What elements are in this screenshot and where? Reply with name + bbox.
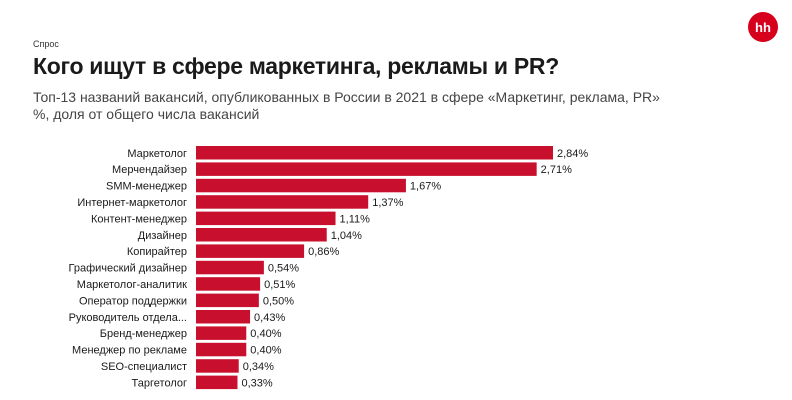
value-label: 0,40% — [250, 345, 281, 357]
category-label: SMM-менеджер — [106, 181, 187, 193]
hh-logo: hh — [748, 12, 778, 42]
bar — [196, 359, 239, 373]
value-label: 1,67% — [410, 181, 441, 193]
value-label: 0,34% — [243, 361, 274, 373]
category-label: Маркетолог — [127, 148, 187, 160]
value-label: 0,54% — [268, 263, 299, 275]
category-label: Графический дизайнер — [69, 263, 187, 275]
value-label: 1,04% — [331, 230, 362, 242]
value-label: 2,71% — [541, 164, 572, 176]
category-label: Бренд-менеджер — [100, 328, 187, 340]
value-label: 0,50% — [263, 295, 294, 307]
value-label: 1,37% — [372, 197, 403, 209]
bar — [196, 375, 238, 390]
category-label: Оператор поддержки — [79, 295, 187, 307]
bar — [196, 293, 259, 308]
value-label: 0,51% — [264, 279, 295, 291]
category-label: Таргетолог — [132, 377, 187, 389]
bar — [196, 195, 369, 209]
value-label: 0,33% — [241, 377, 272, 389]
value-label: 0,40% — [250, 328, 281, 340]
bar — [196, 277, 261, 291]
value-label: 0,43% — [254, 312, 285, 324]
category-label: Контент-менеджер — [91, 213, 187, 225]
category-label: Интернет-маркетолог — [77, 197, 187, 209]
category-label: Копирайтер — [127, 246, 187, 258]
section-label: Спрос — [33, 39, 59, 49]
value-label: 0,86% — [308, 246, 339, 258]
chart-title: Кого ищут в сфере маркетинга, рекламы и … — [33, 53, 559, 79]
chart-subtitle: Топ-13 названий вакансий, опубликованных… — [33, 89, 660, 122]
bar — [196, 228, 327, 242]
bar — [196, 178, 406, 193]
bar — [196, 162, 537, 176]
category-label: Дизайнер — [138, 230, 187, 242]
bar — [196, 211, 336, 226]
bar — [196, 260, 264, 275]
category-label: Руководитель отдела... — [69, 312, 187, 324]
bar — [196, 146, 553, 160]
category-label: SEO-специалист — [101, 361, 187, 373]
bar — [196, 244, 305, 258]
value-label: 1,11% — [340, 213, 371, 225]
logo-text: hh — [755, 19, 771, 35]
bar — [196, 310, 251, 324]
category-label: Менеджер по рекламе — [72, 345, 187, 357]
value-label: 2,84% — [557, 148, 588, 160]
bar — [196, 342, 247, 357]
category-label: Мерчендайзер — [112, 164, 187, 176]
bar — [196, 326, 247, 340]
category-label: Маркетолог-аналитик — [77, 279, 187, 291]
